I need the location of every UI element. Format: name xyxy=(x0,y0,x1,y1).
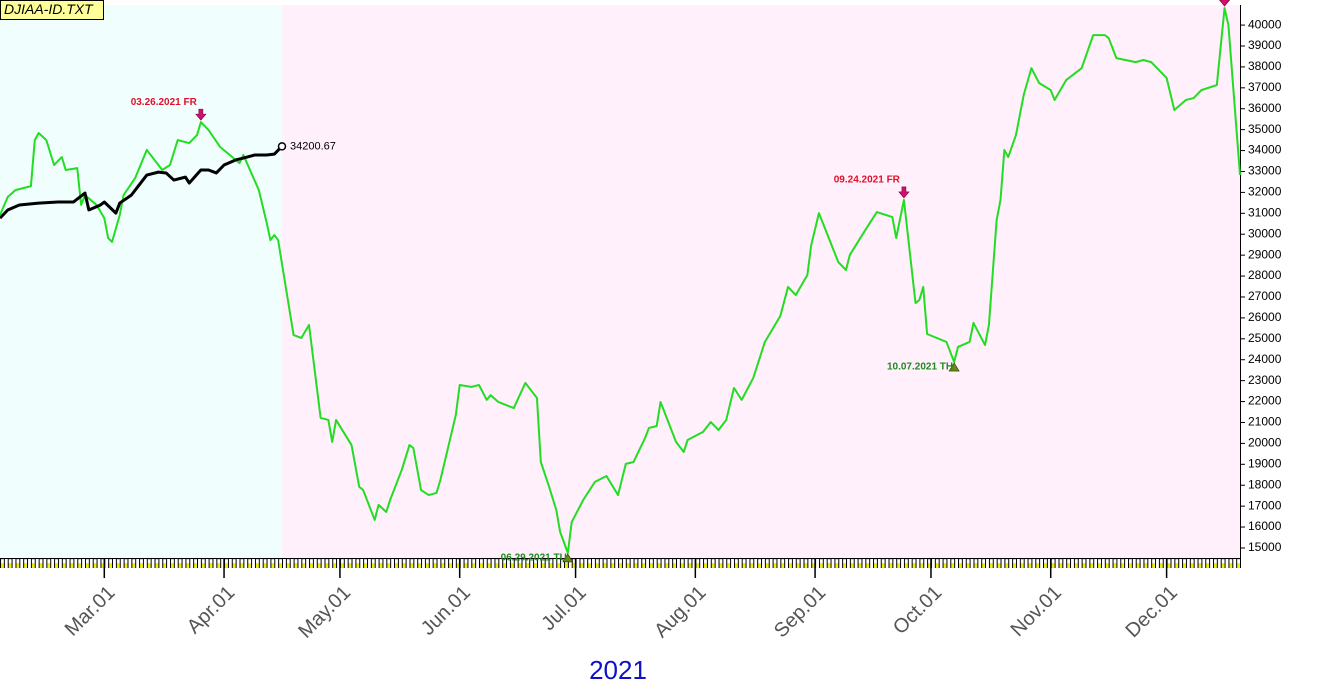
y-tick-label: 26000 xyxy=(1248,310,1282,324)
trough-marker xyxy=(948,362,960,372)
y-tick-label: 35000 xyxy=(1248,122,1282,136)
y-tick-label: 23000 xyxy=(1248,373,1282,387)
y-tick-label: 27000 xyxy=(1248,289,1282,303)
y-tick-label: 39000 xyxy=(1248,38,1282,52)
title-box xyxy=(0,0,104,20)
y-tick-label: 40000 xyxy=(1248,17,1282,31)
day-tick-strip xyxy=(0,558,1240,568)
peak-label: 03.26.2021 FR xyxy=(131,97,198,108)
y-tick-label: 36000 xyxy=(1248,101,1282,115)
trough-marker xyxy=(562,553,574,563)
x-tick-label: Jun.01 xyxy=(417,582,475,640)
x-tick-label: Nov.01 xyxy=(1007,582,1066,641)
trough-label: 10.07.2021 TH xyxy=(887,362,953,373)
y-tick-label: 17000 xyxy=(1248,498,1282,512)
y-tick-label: 21000 xyxy=(1248,415,1282,429)
y-tick-label: 31000 xyxy=(1248,205,1282,219)
peak-label: 09.24.2021 FR xyxy=(834,175,901,186)
x-tick-label: Sep.01 xyxy=(770,582,830,642)
y-tick-label: 34000 xyxy=(1248,143,1282,157)
y-tick-label: 24000 xyxy=(1248,352,1282,366)
x-tick-label: Dec.01 xyxy=(1122,582,1182,642)
y-tick-label: 25000 xyxy=(1248,331,1282,345)
x-axis-label: 2021 xyxy=(589,655,647,685)
x-tick-label: Aug.01 xyxy=(650,582,710,642)
x-tick-label: Mar.01 xyxy=(61,582,120,641)
y-tick-label: 15000 xyxy=(1248,540,1282,554)
x-tick-label: Apr.01 xyxy=(183,582,239,638)
x-tick-label: May.01 xyxy=(294,582,355,643)
last-value-label: 34200.67 xyxy=(290,140,336,152)
background xyxy=(0,5,1240,558)
x-tick-label: Oct.01 xyxy=(889,582,946,639)
y-tick-label: 30000 xyxy=(1248,226,1282,240)
trough-label: 06.29.2021 TU xyxy=(501,553,567,564)
projection-region xyxy=(281,5,1240,558)
y-tick-label: 28000 xyxy=(1248,268,1282,282)
series-line xyxy=(0,7,1241,554)
actual-region xyxy=(0,5,282,558)
y-tick-label: 32000 xyxy=(1248,185,1282,199)
y-tick-label: 38000 xyxy=(1248,59,1282,73)
peak-marker xyxy=(1219,0,1231,7)
last-point xyxy=(277,142,287,151)
y-tick-label: 37000 xyxy=(1248,80,1282,94)
y-tick-label: 29000 xyxy=(1248,247,1282,261)
y-tick-label: 18000 xyxy=(1248,477,1282,491)
peak-marker xyxy=(195,108,207,121)
y-tick-label: 22000 xyxy=(1248,394,1282,408)
series-line xyxy=(0,145,284,220)
chart-title: DJIAA-ID.TXT xyxy=(4,1,94,17)
y-tick-label: 20000 xyxy=(1248,436,1282,450)
x-tick-label: Jul.01 xyxy=(538,582,591,635)
y-tick-label: 33000 xyxy=(1248,164,1282,178)
y-tick-label: 19000 xyxy=(1248,456,1282,470)
peak-marker xyxy=(898,186,910,199)
y-tick-label: 16000 xyxy=(1248,519,1282,533)
